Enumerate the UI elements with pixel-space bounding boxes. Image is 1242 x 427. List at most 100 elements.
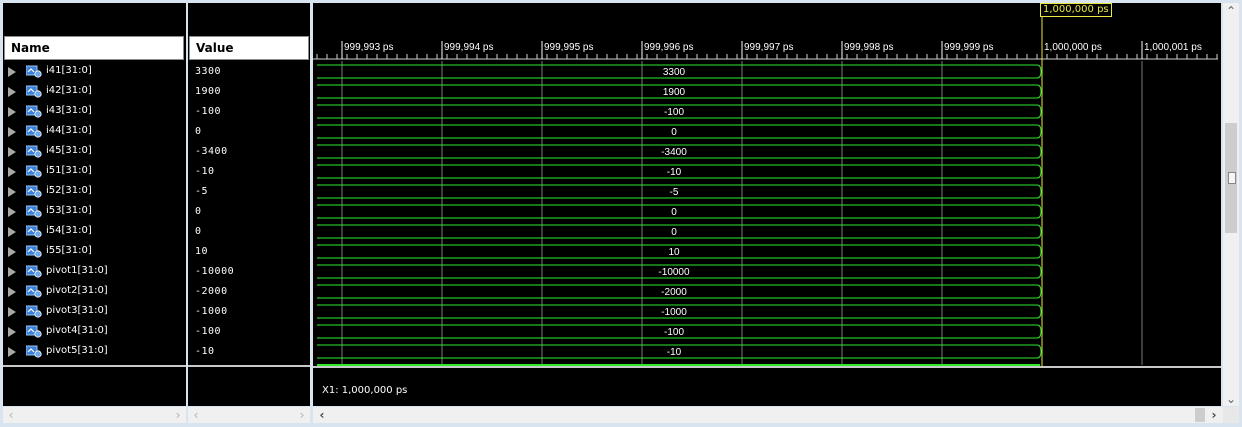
signal-value: -10 xyxy=(195,346,215,357)
scroll-up-icon[interactable]: ⌃ xyxy=(1225,4,1237,18)
bus-value-label: -10 xyxy=(667,347,682,358)
expand-triangle-icon[interactable] xyxy=(8,147,16,157)
expand-triangle-icon[interactable] xyxy=(8,287,16,297)
signal-name: pivot5[31:0] xyxy=(46,345,108,356)
ruler-tick-label: 999,998 ps xyxy=(844,42,894,53)
signal-row[interactable]: i41[31:0] xyxy=(3,62,186,82)
bus-signal-icon xyxy=(26,305,42,318)
signal-value: -2000 xyxy=(195,286,228,297)
value-row[interactable]: -1000 xyxy=(188,302,310,322)
bus-wave-end xyxy=(1036,64,1042,79)
signal-name: i54[31:0] xyxy=(46,225,92,236)
value-row[interactable]: -3400 xyxy=(188,142,310,162)
signal-row[interactable]: i45[31:0] xyxy=(3,142,186,162)
value-pane: Value 3300 1900 -100 0 -3400 -10 -5 0 0 10 -10000-… xyxy=(188,3,310,406)
scroll-right-icon[interactable]: › xyxy=(299,408,305,422)
name-column-header[interactable]: Name xyxy=(4,36,184,60)
scroll-down-icon[interactable]: ⌄ xyxy=(1225,392,1237,406)
expand-triangle-icon[interactable] xyxy=(8,107,16,117)
signal-value: 1900 xyxy=(195,86,222,97)
value-row[interactable]: 0 xyxy=(188,222,310,242)
bus-signal-icon xyxy=(26,125,42,138)
signal-row[interactable]: i54[31:0] xyxy=(3,222,186,242)
signal-row[interactable]: i42[31:0] xyxy=(3,82,186,102)
signal-value: 0 xyxy=(195,126,202,137)
name-hscrollbar[interactable]: ‹ › xyxy=(3,407,186,423)
value-row[interactable]: -100 xyxy=(188,102,310,122)
value-row[interactable]: -100 xyxy=(188,322,310,342)
value-row[interactable]: 0 xyxy=(188,202,310,222)
bus-wave-end xyxy=(1036,304,1042,319)
value-row[interactable]: 1900 xyxy=(188,82,310,102)
expand-triangle-icon[interactable] xyxy=(8,307,16,317)
expand-triangle-icon[interactable] xyxy=(8,167,16,177)
signal-value: -5 xyxy=(195,186,209,197)
value-column-header[interactable]: Value xyxy=(189,36,309,60)
bus-value-label: -5 xyxy=(670,187,679,198)
bus-signal-icon xyxy=(26,345,42,358)
expand-triangle-icon[interactable] xyxy=(8,247,16,257)
bus-signal-icon xyxy=(26,325,42,338)
signal-value: 0 xyxy=(195,226,202,237)
expand-triangle-icon[interactable] xyxy=(8,207,16,217)
scroll-left-icon[interactable]: ‹ xyxy=(319,408,325,422)
signal-value: -100 xyxy=(195,106,222,117)
expand-triangle-icon[interactable] xyxy=(8,127,16,137)
signal-row[interactable]: i43[31:0] xyxy=(3,102,186,122)
value-row[interactable]: -5 xyxy=(188,182,310,202)
value-hscrollbar[interactable]: ‹ › xyxy=(188,407,310,423)
bus-signal-icon xyxy=(26,185,42,198)
scroll-left-icon[interactable]: ‹ xyxy=(8,408,14,422)
horizontal-scroll-thumb[interactable] xyxy=(1195,408,1205,422)
bus-value-label: -10 xyxy=(667,167,682,178)
signal-row[interactable]: i52[31:0] xyxy=(3,182,186,202)
signal-value: -10000 xyxy=(195,266,235,277)
value-row[interactable]: -2000 xyxy=(188,282,310,302)
scroll-left-icon[interactable]: ‹ xyxy=(193,408,199,422)
bus-signal-icon xyxy=(26,285,42,298)
value-row[interactable]: -10 xyxy=(188,342,310,362)
bus-signal-icon xyxy=(26,85,42,98)
vertical-scrollbar[interactable]: ⌃ ⌄ xyxy=(1223,3,1239,406)
ruler-tick-label: 999,993 ps xyxy=(344,42,394,53)
value-header-label: Value xyxy=(196,41,234,55)
value-row[interactable]: -10 xyxy=(188,162,310,182)
expand-triangle-icon[interactable] xyxy=(8,327,16,337)
scroll-right-icon[interactable]: › xyxy=(1211,408,1217,422)
waveform-pane[interactable]: 999,993 ps 999,994 ps 999,995 ps 999,996 ps… xyxy=(313,3,1221,406)
signal-name: i41[31:0] xyxy=(46,65,92,76)
waveform-hscrollbar[interactable]: ‹ › xyxy=(313,407,1223,423)
name-pane: Name i41[31:0] i42[31:0] i43[31:0] i44[31:0… xyxy=(3,3,186,406)
expand-triangle-icon[interactable] xyxy=(8,267,16,277)
ruler-tick-label: 1,000,000 ps xyxy=(1044,42,1102,53)
waveform-canvas[interactable]: 999,993 ps 999,994 ps 999,995 ps 999,996 ps… xyxy=(313,3,1221,406)
expand-triangle-icon[interactable] xyxy=(8,87,16,97)
signal-row[interactable]: pivot1[31:0] xyxy=(3,262,186,282)
bus-signal-icon xyxy=(26,105,42,118)
signal-row[interactable]: i55[31:0] xyxy=(3,242,186,262)
expand-triangle-icon[interactable] xyxy=(8,227,16,237)
signal-name: i42[31:0] xyxy=(46,85,92,96)
cursor-time-label[interactable]: 1,000,000 ps xyxy=(1040,3,1112,17)
signal-row[interactable]: pivot2[31:0] xyxy=(3,282,186,302)
signal-row[interactable]: pivot5[31:0] xyxy=(3,342,186,362)
bus-wave-end xyxy=(1036,164,1042,179)
value-row[interactable]: 10 xyxy=(188,242,310,262)
value-row[interactable]: 0 xyxy=(188,122,310,142)
ruler-tick-label: 999,996 ps xyxy=(644,42,694,53)
signal-row[interactable]: i44[31:0] xyxy=(3,122,186,142)
value-row[interactable]: 3300 xyxy=(188,62,310,82)
signal-row[interactable]: pivot4[31:0] xyxy=(3,322,186,342)
expand-triangle-icon[interactable] xyxy=(8,187,16,197)
ruler-tick-label: 999,999 ps xyxy=(944,42,994,53)
value-row[interactable]: -10000 xyxy=(188,262,310,282)
signal-name: i45[31:0] xyxy=(46,145,92,156)
signal-name: i53[31:0] xyxy=(46,205,92,216)
scroll-right-icon[interactable]: › xyxy=(175,408,181,422)
value-divider xyxy=(188,365,310,367)
signal-row[interactable]: i53[31:0] xyxy=(3,202,186,222)
signal-row[interactable]: pivot3[31:0] xyxy=(3,302,186,322)
expand-triangle-icon[interactable] xyxy=(8,347,16,357)
expand-triangle-icon[interactable] xyxy=(8,67,16,77)
signal-row[interactable]: i51[31:0] xyxy=(3,162,186,182)
